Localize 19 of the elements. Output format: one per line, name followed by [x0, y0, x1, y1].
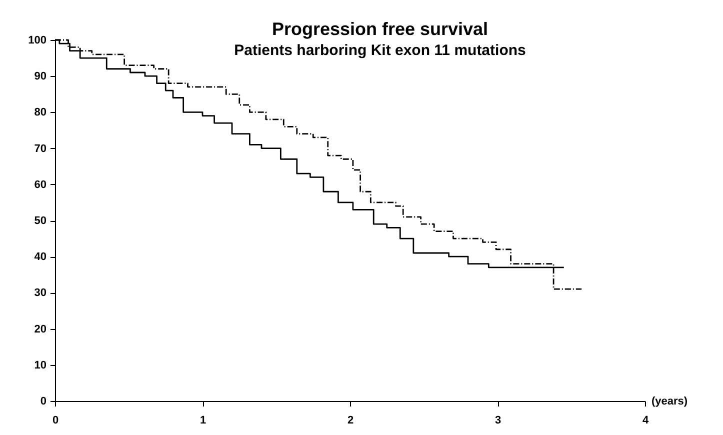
y-tick-label: 90 — [34, 70, 46, 83]
y-tick-label: 80 — [34, 106, 46, 119]
y-tick-label: 40 — [34, 251, 46, 264]
x-tick-label: 3 — [494, 414, 502, 426]
y-tick-label: 20 — [34, 323, 46, 336]
x-tick-label: 1 — [200, 414, 206, 426]
x-tick-label: 4 — [642, 414, 650, 426]
y-tick-label: 30 — [34, 287, 46, 300]
y-tick-label: 100 — [28, 34, 46, 46]
y-tick-label: 0 — [40, 396, 46, 408]
x-tick-label: 2 — [347, 414, 354, 426]
y-tick-label: 50 — [34, 215, 46, 227]
x-tick-label: 0 — [52, 414, 59, 426]
chart-title: Progression free survival — [272, 19, 488, 39]
x-axis-title: (years) — [652, 396, 688, 408]
y-tick-label: 70 — [34, 142, 46, 155]
chart-subtitle: Patients harboring Kit exon 11 mutations — [234, 42, 526, 59]
y-tick-label: 60 — [34, 178, 46, 191]
y-tick-label: 10 — [34, 359, 46, 372]
